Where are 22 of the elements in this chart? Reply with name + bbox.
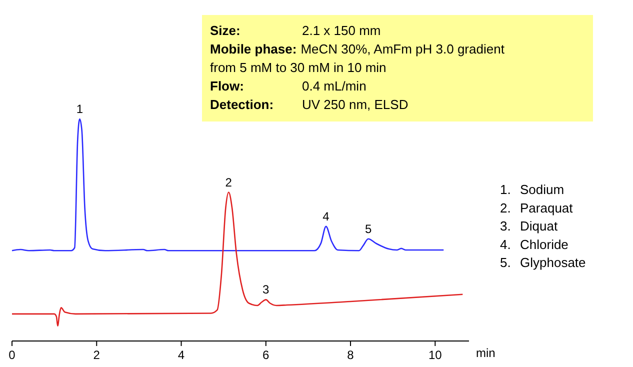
x-tick-label: 6	[262, 348, 270, 362]
x-tick-label: 10	[428, 348, 442, 362]
text: Mobile phase: MeCN 30%, AmFm pH 3.0 gradient	[210, 42, 505, 56]
annotation: 4	[322, 209, 330, 224]
x-tick-label: 8	[347, 348, 354, 362]
text: 2. Paraquat	[500, 200, 574, 216]
x-tick-label: 0	[8, 348, 16, 362]
text: Flow: 0.4 mL/min	[210, 78, 366, 94]
text: 3. Diquat	[500, 218, 558, 234]
annotation: 2	[225, 175, 232, 190]
annotation: 3	[262, 282, 270, 297]
text: from 5 mM to 30 mM in 10 min	[210, 60, 386, 75]
annotation: 5	[364, 222, 372, 236]
x-axis-title: min	[476, 346, 496, 360]
x-tick-label: 2	[93, 348, 100, 362]
text: 1. Sodium	[500, 182, 564, 197]
text: 5. Glyphosate	[500, 255, 586, 270]
annotation: 1	[76, 102, 84, 116]
x-tick-label: 4	[178, 348, 185, 362]
text: Size: 2.1 x 150 mm	[210, 23, 381, 38]
text: Detection: UV 250 nm, ELSD	[210, 97, 408, 112]
text: 4. Chloride	[500, 236, 568, 252]
